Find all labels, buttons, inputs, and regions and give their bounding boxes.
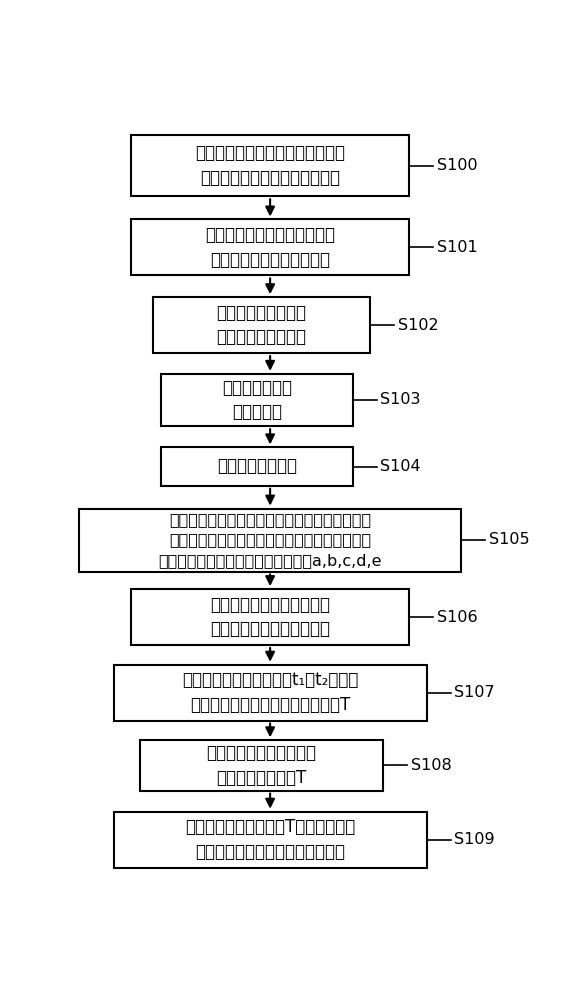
- Text: 所述数据采集处理系统采集
所述若干热电偶的测试温度: 所述数据采集处理系统采集 所述若干热电偶的测试温度: [210, 596, 330, 638]
- Bar: [162, 374, 353, 426]
- Text: S109: S109: [454, 832, 495, 847]
- Text: 建立温度计算模型: 建立温度计算模型: [217, 458, 297, 476]
- Text: 将所述高温测试装置的所述高温测
试探头设置于一气化炉膛内壁内: 将所述高温测试装置的所述高温测 试探头设置于一气化炉膛内壁内: [195, 144, 345, 187]
- Text: S105: S105: [489, 532, 530, 548]
- Bar: [162, 447, 353, 486]
- Text: 开启所述数据采
集处理系统: 开启所述数据采 集处理系统: [222, 379, 292, 421]
- Text: S103: S103: [380, 392, 421, 408]
- Text: S108: S108: [411, 758, 451, 773]
- Text: 开启所述高温测试装
置中的所述冷却系统: 开启所述高温测试装 置中的所述冷却系统: [217, 304, 306, 346]
- Text: 向所述高温测试探头的所述至
少一个气体夹层中吹入气体: 向所述高温测试探头的所述至 少一个气体夹层中吹入气体: [205, 226, 335, 269]
- Text: S100: S100: [436, 158, 477, 173]
- Text: 任取一环境温度，在所述环境温度下，根据所述
高温测试探头内的所述若干热电偶测得的温度，
通过所述温度计算模型确定校正系数a,b,c,d,e: 任取一环境温度，在所述环境温度下，根据所述 高温测试探头内的所述若干热电偶测得的…: [158, 512, 382, 568]
- Bar: [113, 812, 427, 868]
- Bar: [113, 665, 427, 721]
- Text: S106: S106: [436, 609, 477, 624]
- Text: 通过不同热电偶的组合，
得到一组计算温度T: 通过不同热电偶的组合， 得到一组计算温度T: [206, 744, 316, 787]
- Bar: [79, 508, 461, 572]
- Text: 任取两根热电偶的温度为t₁、t₂，通过
所述温度计算模型得到一计算温度T: 任取两根热电偶的温度为t₁、t₂，通过 所述温度计算模型得到一计算温度T: [182, 671, 358, 714]
- Text: S102: S102: [398, 318, 438, 333]
- Bar: [131, 135, 409, 196]
- Text: 根据所述一组计算温度T，利用数值优
化方法确定所述气化炉膛内的温度: 根据所述一组计算温度T，利用数值优 化方法确定所述气化炉膛内的温度: [185, 818, 355, 861]
- Bar: [140, 740, 383, 791]
- Text: S107: S107: [454, 685, 495, 700]
- Bar: [131, 219, 409, 275]
- Bar: [131, 589, 409, 645]
- Text: S101: S101: [436, 240, 477, 255]
- Text: S104: S104: [380, 459, 421, 474]
- Bar: [153, 297, 370, 353]
